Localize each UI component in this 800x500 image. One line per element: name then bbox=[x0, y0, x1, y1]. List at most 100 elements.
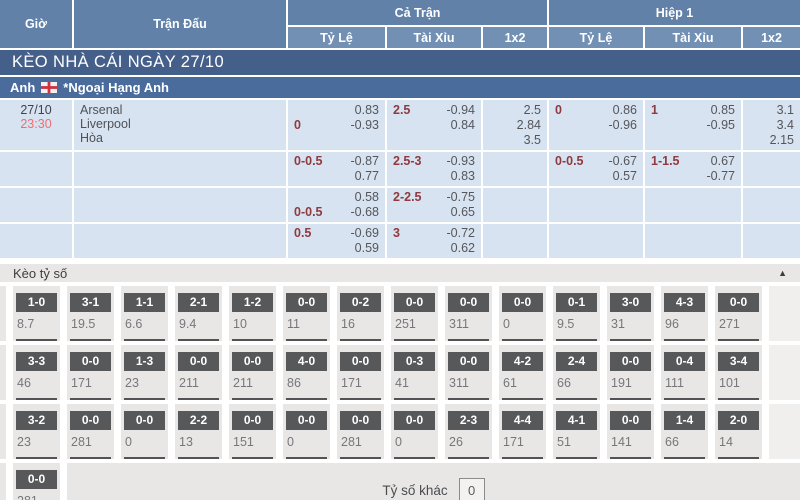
score-chip[interactable]: 0-0 bbox=[394, 293, 435, 312]
odds-value[interactable]: 2.5 bbox=[523, 103, 541, 117]
odds-value[interactable]: -0.69 bbox=[350, 226, 380, 240]
odds-value[interactable]: 0.57 bbox=[612, 169, 637, 183]
h1-1x2-cell[interactable]: 3.1 3.4 2.15 bbox=[743, 100, 800, 150]
h1-overunder-cell[interactable] bbox=[645, 224, 741, 258]
score-bet-cell[interactable]: 0-0 211 bbox=[175, 345, 222, 400]
score-chip[interactable]: 0-0 bbox=[232, 411, 273, 430]
score-chip[interactable]: 4-0 bbox=[286, 352, 327, 371]
ft-overunder-cell[interactable]: 2.5-3 -0.93 0.83 bbox=[387, 152, 481, 186]
score-chip[interactable]: 0-0 bbox=[448, 293, 489, 312]
score-bet-cell[interactable]: 0-0 281 bbox=[13, 463, 60, 500]
score-chip[interactable]: 4-1 bbox=[556, 411, 597, 430]
odds-value[interactable]: 0.84 bbox=[450, 118, 475, 132]
score-chip[interactable]: 4-2 bbox=[502, 352, 543, 371]
odds-value[interactable]: 2.84 bbox=[516, 118, 541, 132]
odds-value[interactable]: -0.93 bbox=[446, 154, 476, 168]
score-chip[interactable]: 0-0 bbox=[340, 411, 381, 430]
score-chip[interactable]: 2-0 bbox=[718, 411, 759, 430]
score-bet-cell[interactable]: 3-1 19.5 bbox=[67, 286, 114, 341]
collapse-icon[interactable]: ▲ bbox=[778, 268, 787, 278]
ft-1x2-cell[interactable] bbox=[483, 152, 547, 186]
score-chip[interactable]: 0-1 bbox=[556, 293, 597, 312]
score-chip[interactable]: 0-0 bbox=[394, 411, 435, 430]
score-chip[interactable]: 3-0 bbox=[610, 293, 651, 312]
odds-value[interactable]: 0.83 bbox=[450, 169, 475, 183]
score-chip[interactable]: 0-0 bbox=[178, 352, 219, 371]
score-chip[interactable]: 2-3 bbox=[448, 411, 489, 430]
score-chip[interactable]: 2-4 bbox=[556, 352, 597, 371]
odds-value[interactable]: -0.94 bbox=[446, 103, 476, 117]
score-chip[interactable]: 3-2 bbox=[16, 411, 57, 430]
odds-value[interactable]: -0.95 bbox=[706, 118, 736, 132]
score-chip[interactable]: 0-0 bbox=[340, 352, 381, 371]
score-bet-cell[interactable]: 4-0 86 bbox=[283, 345, 330, 400]
ft-handicap-cell[interactable]: 0.5 -0.69 0.59 bbox=[288, 224, 385, 258]
h1-overunder-cell[interactable]: 1 0.85 -0.95 bbox=[645, 100, 741, 150]
odds-value[interactable]: 0.59 bbox=[354, 241, 379, 255]
score-bet-cell[interactable]: 2-0 14 bbox=[715, 404, 762, 459]
score-bet-cell[interactable]: 4-3 96 bbox=[661, 286, 708, 341]
score-chip[interactable]: 1-0 bbox=[16, 293, 57, 312]
score-chip[interactable]: 0-0 bbox=[610, 411, 651, 430]
odds-value[interactable]: 0.62 bbox=[450, 241, 475, 255]
ft-1x2-cell[interactable]: 2.5 2.84 3.5 bbox=[483, 100, 547, 150]
score-bet-cell[interactable]: 0-0 151 bbox=[229, 404, 276, 459]
score-chip[interactable]: 0-4 bbox=[664, 352, 705, 371]
score-chip[interactable]: 4-4 bbox=[502, 411, 543, 430]
score-bet-cell[interactable]: 0-0 0 bbox=[391, 404, 438, 459]
odds-value[interactable]: 0.83 bbox=[354, 103, 379, 117]
score-chip[interactable]: 0-0 bbox=[70, 411, 111, 430]
score-bet-cell[interactable]: 0-0 141 bbox=[607, 404, 654, 459]
score-chip[interactable]: 0-0 bbox=[286, 411, 327, 430]
score-chip[interactable]: 0-0 bbox=[718, 293, 759, 312]
h1-handicap-cell[interactable] bbox=[549, 224, 643, 258]
score-chip[interactable]: 3-3 bbox=[16, 352, 57, 371]
ft-handicap-cell[interactable]: 0.58 0-0.5 -0.68 bbox=[288, 188, 385, 222]
ft-overunder-cell[interactable]: 3 -0.72 0.62 bbox=[387, 224, 481, 258]
score-bet-cell[interactable]: 0-1 9.5 bbox=[553, 286, 600, 341]
score-chip[interactable]: 1-4 bbox=[664, 411, 705, 430]
h1-1x2-cell[interactable] bbox=[743, 188, 800, 222]
score-bet-cell[interactable]: 0-0 311 bbox=[445, 345, 492, 400]
h1-1x2-cell[interactable] bbox=[743, 224, 800, 258]
score-bet-cell[interactable]: 2-4 66 bbox=[553, 345, 600, 400]
score-chip[interactable]: 0-3 bbox=[394, 352, 435, 371]
odds-value[interactable]: -0.75 bbox=[446, 190, 476, 204]
ft-overunder-cell[interactable]: 2.5 -0.94 0.84 bbox=[387, 100, 481, 150]
score-chip[interactable]: 0-0 bbox=[502, 293, 543, 312]
score-bet-cell[interactable]: 2-2 13 bbox=[175, 404, 222, 459]
score-bet-cell[interactable]: 1-1 6.6 bbox=[121, 286, 168, 341]
score-chip[interactable]: 2-2 bbox=[178, 411, 219, 430]
odds-value[interactable]: 3.1 bbox=[776, 103, 794, 117]
score-chip[interactable]: 3-4 bbox=[718, 352, 759, 371]
h1-handicap-cell[interactable] bbox=[549, 188, 643, 222]
odds-value[interactable]: 3.5 bbox=[523, 133, 541, 147]
score-bet-cell[interactable]: 0-4 111 bbox=[661, 345, 708, 400]
odds-value[interactable]: -0.96 bbox=[608, 118, 638, 132]
league-bar[interactable]: Anh *Ngoại Hạng Anh bbox=[0, 77, 800, 98]
score-chip[interactable]: 3-1 bbox=[70, 293, 111, 312]
score-chip[interactable]: 0-0 bbox=[286, 293, 327, 312]
odds-value[interactable]: -0.77 bbox=[706, 169, 736, 183]
score-bet-cell[interactable]: 0-0 0 bbox=[283, 404, 330, 459]
score-chip[interactable]: 0-0 bbox=[610, 352, 651, 371]
ft-1x2-cell[interactable] bbox=[483, 224, 547, 258]
odds-value[interactable]: 0.65 bbox=[450, 205, 475, 219]
score-chip[interactable]: 0-0 bbox=[232, 352, 273, 371]
score-bet-cell[interactable]: 0-3 41 bbox=[391, 345, 438, 400]
score-bet-cell[interactable]: 4-4 171 bbox=[499, 404, 546, 459]
score-bet-cell[interactable]: 0-0 0 bbox=[121, 404, 168, 459]
score-bet-cell[interactable]: 2-1 9.4 bbox=[175, 286, 222, 341]
odds-value[interactable]: 0.67 bbox=[710, 154, 735, 168]
score-chip[interactable]: 4-3 bbox=[664, 293, 705, 312]
odds-value[interactable]: -0.68 bbox=[350, 205, 380, 219]
ft-handicap-cell[interactable]: 0-0.5 -0.87 0.77 bbox=[288, 152, 385, 186]
score-chip[interactable]: 0-0 bbox=[70, 352, 111, 371]
score-chip[interactable]: 1-2 bbox=[232, 293, 273, 312]
h1-overunder-cell[interactable] bbox=[645, 188, 741, 222]
score-bet-cell[interactable]: 0-0 191 bbox=[607, 345, 654, 400]
odds-value[interactable]: -0.93 bbox=[350, 118, 380, 132]
score-bet-cell[interactable]: 3-4 101 bbox=[715, 345, 762, 400]
score-bet-cell[interactable]: 3-3 46 bbox=[13, 345, 60, 400]
odds-value[interactable]: 2.15 bbox=[769, 133, 794, 147]
